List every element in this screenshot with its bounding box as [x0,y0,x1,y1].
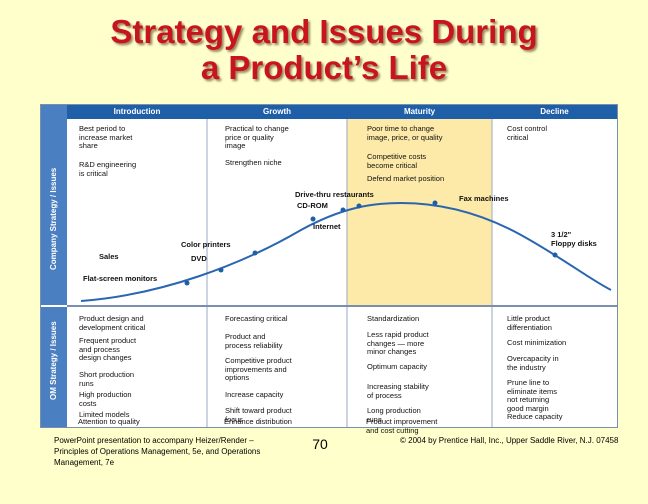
product-life-cycle-figure: Company Strategy / Issues OM Strategy / … [40,104,618,428]
growth-strategy-2: Strengthen niche [225,158,282,167]
dot-internet [310,216,316,222]
dot-cd-rom [340,207,346,213]
label-internet: Internet [313,222,341,231]
label-floppy: 3 1/2" Floppy disks [551,230,597,248]
label-dvd: DVD [191,254,207,263]
decline-om-3: Overcapacity in the industry [507,354,559,372]
growth-om-5: Shift toward product focus [225,406,292,424]
title-line-1: Strategy and Issues During [110,13,538,50]
intro-om-4: High production costs [79,390,132,408]
decline-om-2: Cost minimization [507,338,567,347]
stage-maturity: Maturity [403,107,436,116]
maturity-om-1: Standardization [367,314,420,323]
growth-om-6: Enhance distribution [224,417,292,426]
page-number: 70 [312,436,328,452]
decline-om-1: Little product differentiation [507,314,552,332]
dot-dvd [218,267,224,273]
intro-om-2: Frequent product and process design chan… [79,336,137,362]
growth-om-4: Increase capacity [225,390,284,399]
decline-om-4: Prune line to eliminate items not return… [507,378,558,413]
stage-introduction: Introduction [113,107,161,116]
label-flat-screen: Flat-screen monitors [83,274,158,283]
figure-sidebar: Company Strategy / Issues OM Strategy / … [41,105,67,427]
growth-strategy-1: Practical to change price or quality ima… [225,124,289,150]
maturity-om-5: Long production runs [367,406,421,424]
footer-copyright: © 2004 by Prentice Hall, Inc., Upper Sad… [400,436,619,445]
sidebar-divider [41,305,67,307]
dot-fax [432,200,438,206]
growth-om-1: Forecasting critical [225,314,288,323]
decline-strategy-1: Cost control critical [507,124,548,142]
dot-color-printers [252,250,258,256]
maturity-strategy-1: Poor time to change image, price, or qua… [367,124,443,142]
footer-credit: PowerPoint presentation to accompany Hei… [54,436,261,467]
label-sales: Sales [99,252,119,261]
stage-growth: Growth [263,107,291,116]
label-color-printers: Color printers [181,240,231,249]
title-line-2: a Product’s Life [200,49,448,86]
intro-strategy-1: Best period to increase market share [79,124,133,150]
label-drive-thru: Drive-thru restaurants [295,190,374,199]
maturity-om-3: Optimum capacity [367,362,428,371]
stage-header-row: Introduction Growth Maturity Decline [67,105,617,119]
maturity-shade [347,119,492,305]
stage-decline: Decline [540,107,569,116]
label-fax: Fax machines [459,194,509,203]
intro-om-5: Limited models [79,410,130,419]
dot-flat-screen [184,280,190,286]
intro-om-1: Product design and development critical [79,314,146,332]
intro-strategy-2: R&D engineering is critical [79,160,137,178]
intro-om-6: Attention to quality [78,417,140,426]
maturity-strategy-2: Competitive costs become critical [367,152,427,170]
label-cd-rom: CD-ROM [297,201,328,210]
dot-floppy [552,252,558,258]
life-cycle-graphic [67,119,617,427]
maturity-om-4: Increasing stability of process [367,382,429,400]
slide-title: Strategy and Issues During a Product’s L… [0,14,648,86]
maturity-om-2: Less rapid product changes — more minor … [367,330,429,356]
dot-drive-thru [356,203,362,209]
maturity-strategy-3: Defend market position [367,174,445,183]
sales-curve [80,201,612,302]
maturity-om-6: Product improvement and cost cutting [366,417,438,435]
growth-om-2: Product and process reliability [225,332,283,350]
intro-om-3: Short production runs [79,370,135,388]
growth-om-3: Competitive product improvements and opt… [225,356,292,382]
decline-om-5: Reduce capacity [507,412,563,421]
